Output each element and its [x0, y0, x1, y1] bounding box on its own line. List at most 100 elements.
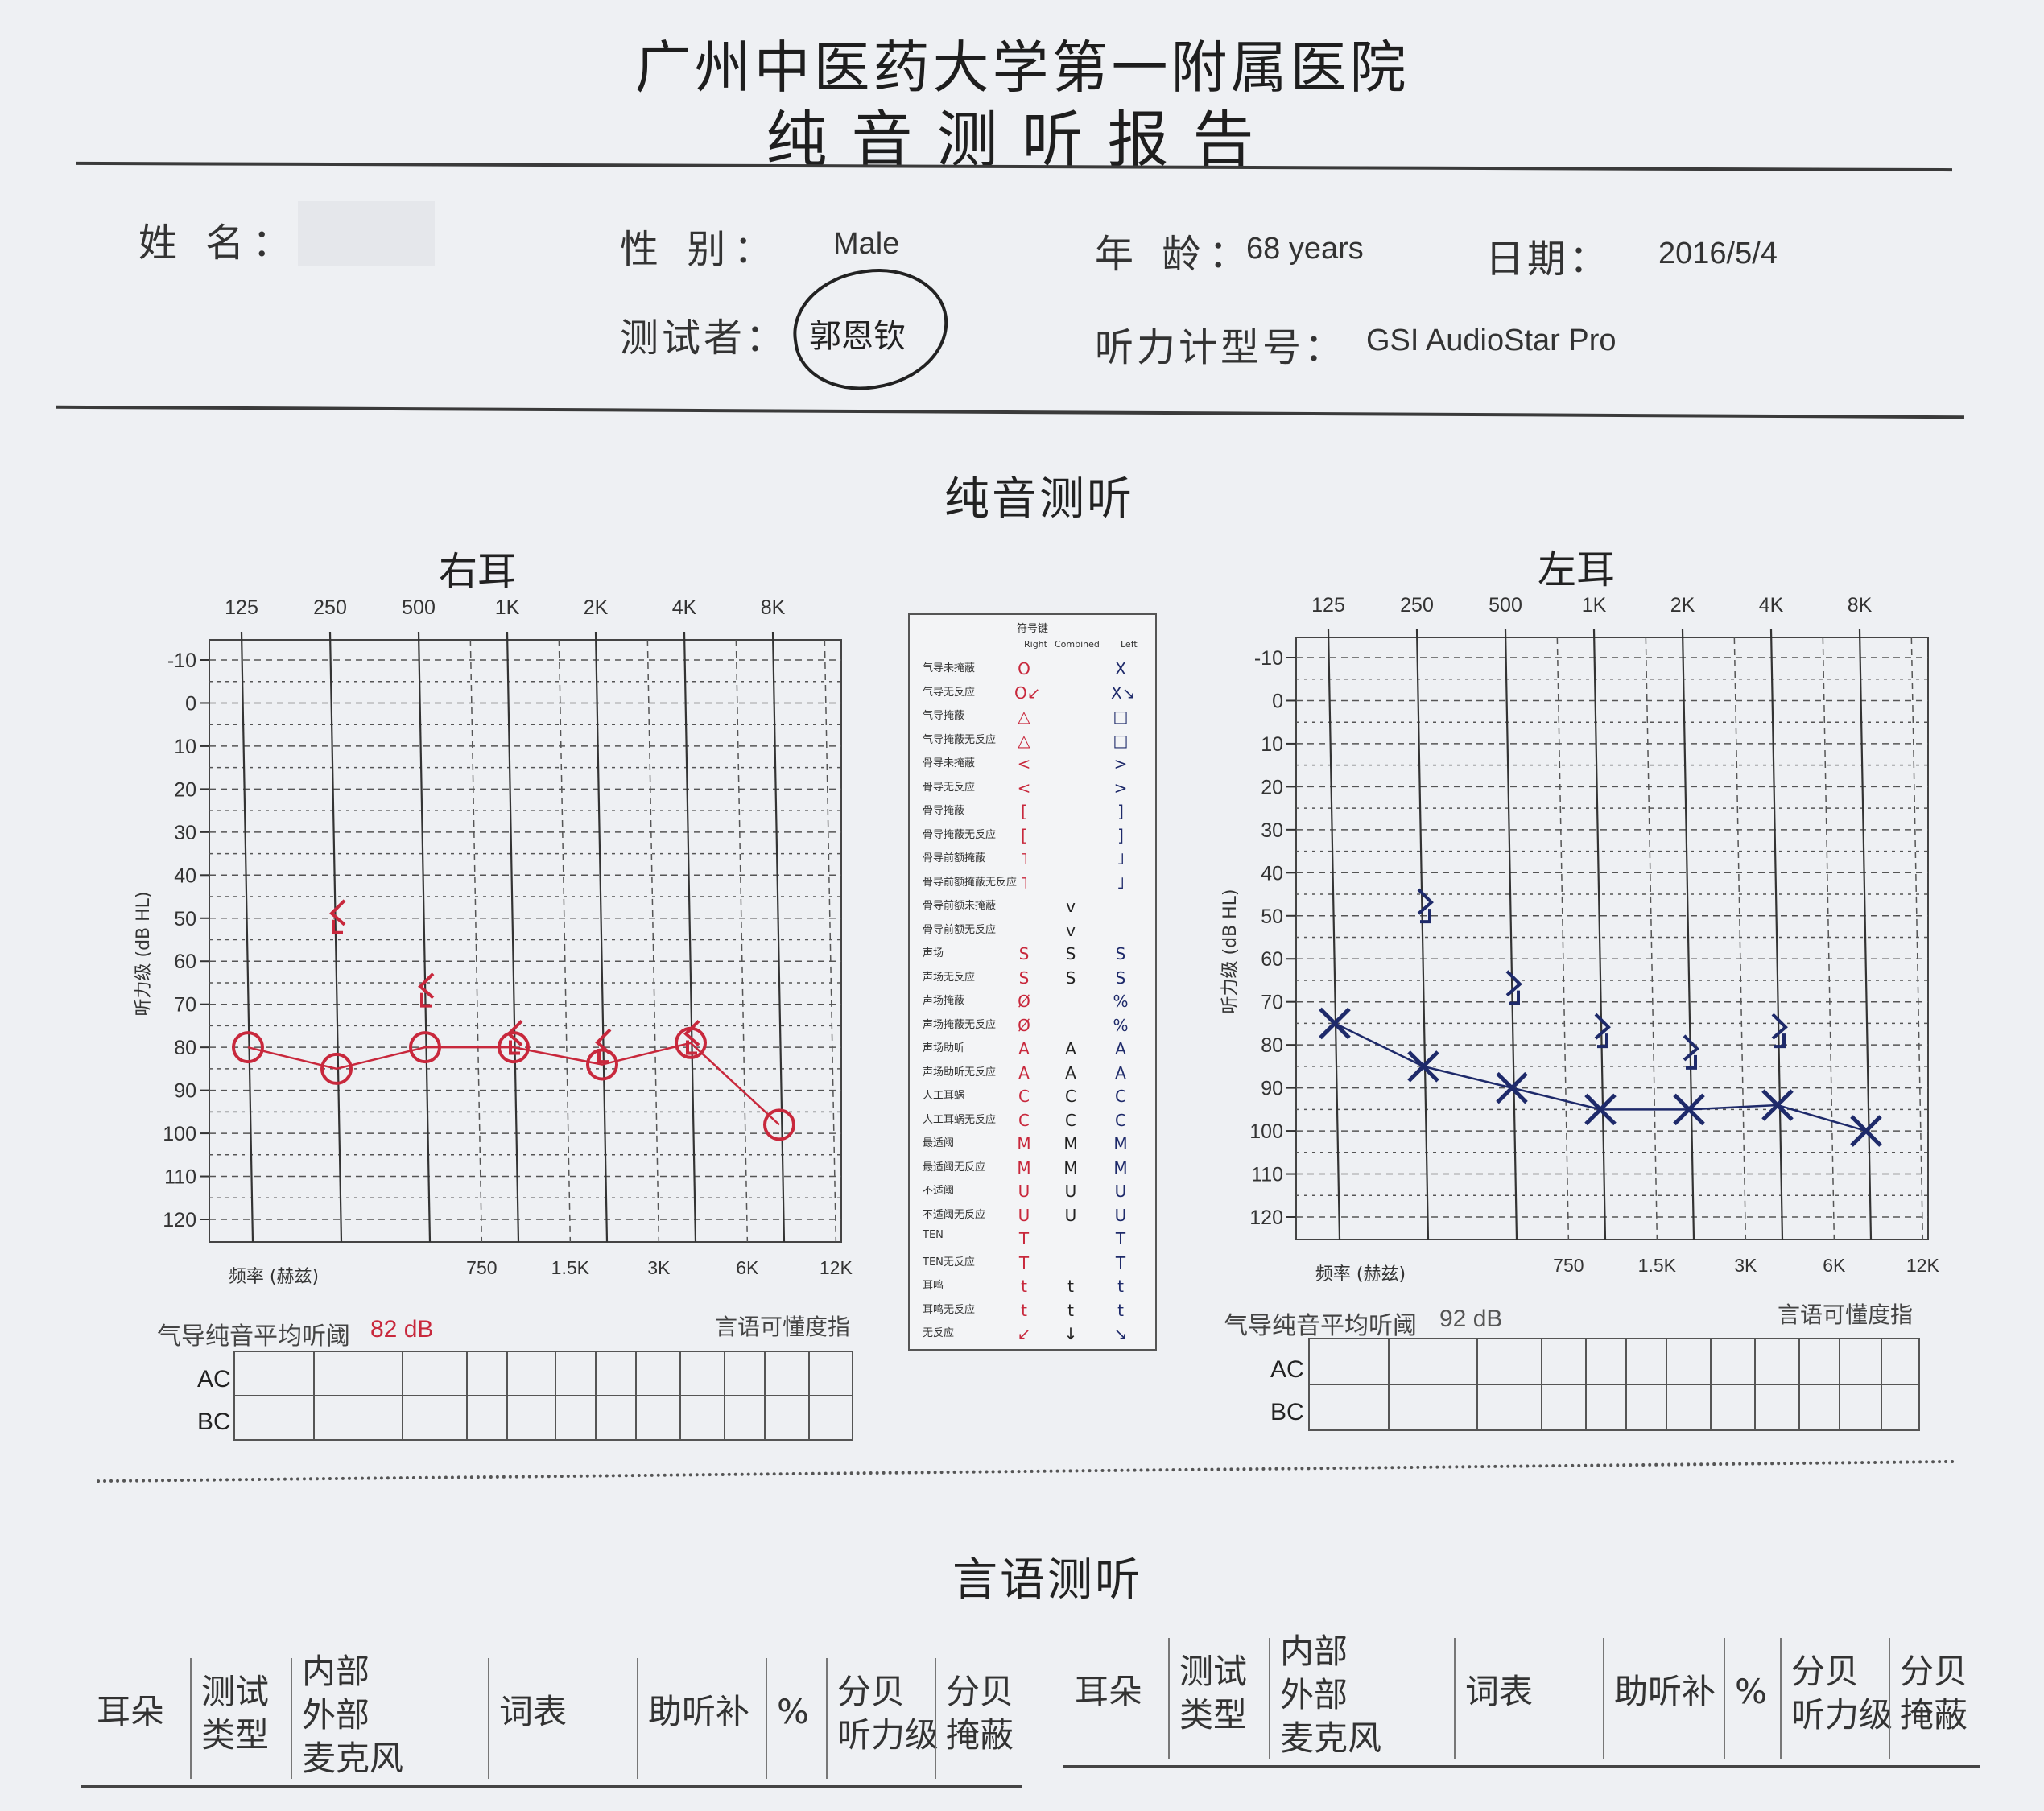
legend-symbol-l: T: [1115, 1252, 1126, 1273]
x-tick-label-bottom: 1.5K: [551, 1257, 590, 1278]
y-tick-label: 60: [1261, 948, 1283, 971]
legend-symbol-c: S: [1065, 967, 1076, 988]
legend-symbol-l: >: [1113, 778, 1128, 798]
legend-row-name: 无反应: [923, 1327, 955, 1339]
legend-row: 骨导前额掩蔽无反应 ˥ ˩: [910, 873, 1155, 897]
left-pta-value: 92 dB: [1439, 1306, 1503, 1332]
legend-row-name: 气导掩蔽: [923, 710, 965, 722]
air-conduction-point: [498, 1031, 530, 1064]
legend-row: 骨导掩蔽 []: [910, 802, 1155, 826]
legend-row: 骨导未掩蔽 < >: [910, 754, 1155, 778]
grid-line-v: [1415, 629, 1430, 1240]
grid-line-v: [240, 631, 254, 1243]
air-conduction-point: [232, 1031, 264, 1064]
legend-symbol-r: U: [1018, 1205, 1030, 1225]
legend-row: 人工耳蜗无反应 C C C: [910, 1111, 1155, 1135]
legend-row-name: 气导未掩蔽: [923, 662, 976, 674]
speech-header-cell: 助听补: [1614, 1672, 1716, 1711]
legend-symbol-l: U: [1114, 1205, 1127, 1225]
legend-row-name: 声场掩蔽: [923, 995, 965, 1007]
legend-symbol-r: △: [1018, 707, 1030, 726]
air-conduction-point: [1673, 1093, 1705, 1126]
legend-symbol-r: O: [1018, 659, 1030, 679]
legend-symbol-r: t: [1021, 1277, 1027, 1296]
speech-header-cell: %: [777, 1692, 809, 1731]
legend-symbol-r: C: [1018, 1110, 1030, 1130]
legend-row: 声场 S S S: [910, 944, 1155, 968]
grid-line-v-dashed: [1645, 637, 1658, 1240]
legend-symbol-l: ↘: [1113, 1324, 1128, 1343]
legend-row: 骨导前额未掩蔽 v: [910, 897, 1155, 921]
legend-symbol-r: T: [1018, 1252, 1030, 1273]
y-tick-label: 0: [1272, 690, 1283, 712]
speech-header-cell: %: [1735, 1672, 1767, 1711]
legend-row: 声场助听无反应 A A A: [910, 1063, 1155, 1087]
legend-symbol-c: A: [1065, 1039, 1076, 1058]
y-axis-label: 听力级 (dB HL): [1220, 889, 1241, 1013]
air-conduction-point: [586, 1048, 618, 1081]
right-pta-value: 82 dB: [370, 1316, 434, 1343]
right-ear-audiogram: -10 0 10 20 30 40 50 60 70 80 90 100 110 120 听力级 (dB H…: [134, 596, 853, 1287]
left-ear-audiogram: -10 0 10 20 30 40 50 60 70 80 90 100 110 120 听力级 (dB H…: [1220, 594, 1939, 1285]
legend-symbol-l: □: [1113, 707, 1129, 726]
legend-symbol-r: Ø: [1018, 992, 1030, 1011]
speech-col-divider: [1269, 1638, 1270, 1759]
y-tick-label: 50: [1261, 906, 1283, 928]
bone-conduction-point: [595, 1028, 612, 1064]
legend-col-right: Right: [1024, 639, 1047, 650]
speech-col-divider: [1780, 1638, 1782, 1759]
legend-row-name: 声场助听: [923, 1042, 965, 1054]
legend-symbol-r: S: [1018, 967, 1030, 988]
y-tick-label: 30: [174, 822, 196, 844]
legend-symbol-c: A: [1065, 1062, 1076, 1083]
bone-conduction-point: [506, 1020, 523, 1055]
x-tick-label: 2K: [584, 596, 609, 619]
x-tick-label: 8K: [761, 596, 786, 619]
x-tick-label: 8K: [1848, 594, 1873, 617]
legend-row-name: 骨导前额掩蔽: [923, 852, 986, 864]
legend-symbol-l: t: [1117, 1277, 1124, 1296]
legend-row: 声场掩蔽无反应 Ø%: [910, 1016, 1155, 1040]
air-conduction-point: [763, 1108, 795, 1141]
x-tick-label: 2K: [1670, 594, 1695, 617]
legend-row-name: TEN: [923, 1229, 944, 1241]
left-ac-label: AC: [1270, 1356, 1304, 1383]
legend-row: 气导掩蔽 △ □: [910, 707, 1155, 731]
name-label: 姓 名：: [138, 221, 299, 266]
y-tick-label: 120: [163, 1209, 196, 1231]
legend-row-name: 声场掩蔽无反应: [923, 1018, 997, 1031]
legend-row-name: 骨导前额无反应: [923, 923, 997, 936]
speech-header-cell: 测试 类型: [1179, 1652, 1248, 1735]
date-label: 日期：: [1485, 237, 1612, 282]
grid-line-v-dashed: [558, 639, 572, 1243]
legend-row: 声场掩蔽 Ø%: [910, 992, 1155, 1016]
air-conduction-point: [1319, 1007, 1351, 1040]
grid-line-v-dashed: [1910, 637, 1924, 1240]
legend-row: 骨导前额掩蔽 ˥ ˩: [910, 849, 1155, 873]
speech-header-cell: 耳朵: [97, 1692, 165, 1731]
bone-conduction-point: [1594, 1013, 1611, 1049]
bone-conduction-point: [1417, 888, 1434, 924]
bone-conduction-point: [683, 1020, 700, 1055]
legend-symbol-r: A: [1018, 1062, 1030, 1083]
y-tick-label: 70: [1261, 992, 1283, 1014]
legend-row: 耳鸣无反应 t t t: [910, 1301, 1155, 1325]
y-tick-label: 10: [174, 736, 196, 758]
symbol-legend: 符号键 Right Combined Left 气导未掩蔽 O X 气导无反应 O↙ X↘…: [908, 613, 1157, 1351]
legend-symbol-r: M: [1017, 1157, 1031, 1178]
legend-symbol-c: S: [1065, 944, 1076, 963]
y-tick-label: 120: [1249, 1207, 1283, 1229]
right-speech-label: 言语可懂度指: [715, 1314, 851, 1340]
bone-conduction-point: [1505, 970, 1522, 1005]
speech-col-divider: [826, 1658, 828, 1779]
x-tick-label: 4K: [672, 596, 697, 619]
x-tick-label-bottom: 3K: [647, 1257, 671, 1278]
y-tick-label: 40: [174, 864, 196, 887]
legend-row-name: 骨导未掩蔽: [923, 757, 976, 769]
legend-row: 气导未掩蔽 O X: [910, 659, 1155, 683]
grid-line-v: [1858, 629, 1873, 1240]
x-tick-label-bottom: 1.5K: [1638, 1255, 1677, 1276]
speech-col-divider: [190, 1658, 192, 1779]
legend-row-name: 不适阈无反应: [923, 1208, 986, 1221]
grid-line-v: [683, 631, 697, 1243]
